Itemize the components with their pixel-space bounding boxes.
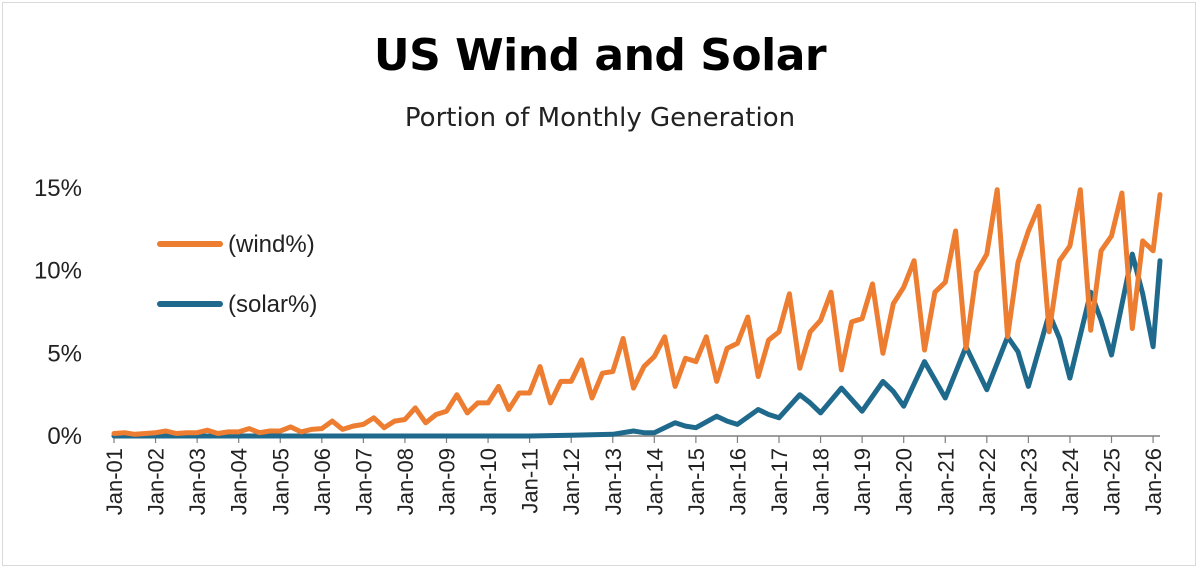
- x-tick-label: Jan-08: [393, 448, 418, 515]
- series-lines: [111, 187, 1163, 439]
- x-tick-label: Jan-03: [185, 448, 210, 515]
- x-tick-label: Jan-13: [601, 448, 626, 515]
- x-tick-label: Jan-22: [975, 448, 1000, 515]
- y-tick-label: 10%: [34, 258, 82, 285]
- x-tick-label: Jan-06: [310, 448, 335, 515]
- x-tick-label: Jan-02: [144, 448, 169, 515]
- x-tick-label: Jan-18: [809, 448, 834, 515]
- axes: 0% 5% 10% 15% Jan-01 Jan-02 Jan-03 Jan-04 Jan-05…: [34, 175, 1166, 515]
- x-tick-label: Jan-09: [435, 448, 460, 515]
- x-tick-label: Jan-10: [476, 448, 501, 515]
- y-tick-label: 15%: [34, 175, 82, 202]
- x-tick-label: Jan-24: [1058, 448, 1083, 515]
- x-tick-label: Jan-04: [227, 448, 252, 515]
- x-tick-label: Jan-07: [351, 448, 376, 515]
- x-tick-label: Jan-16: [725, 448, 750, 515]
- x-tick-label: Jan-17: [767, 448, 792, 515]
- legend-label: (solar%): [228, 291, 317, 318]
- series-line-wind: [111, 187, 1163, 437]
- x-tick-label: Jan-20: [892, 448, 917, 515]
- x-tick-label: Jan-19: [850, 448, 875, 515]
- x-tick-label: Jan-23: [1016, 448, 1041, 515]
- y-tick-label: 5%: [47, 340, 82, 367]
- chart-title: US Wind and Solar: [373, 30, 827, 81]
- x-tick-label: Jan-26: [1141, 448, 1166, 515]
- x-tick-label: Jan-14: [642, 448, 667, 515]
- x-tick-label: Jan-11: [518, 448, 543, 514]
- legend: (wind%) (solar%): [157, 231, 317, 318]
- x-tick-label: Jan-01: [102, 448, 127, 515]
- legend-label: (wind%): [228, 231, 315, 258]
- x-tick-label: Jan-21: [933, 448, 958, 515]
- chart-subtitle: Portion of Monthly Generation: [404, 103, 796, 133]
- x-tick-label: Jan-25: [1100, 448, 1125, 515]
- y-tick-label: 0%: [47, 423, 82, 450]
- x-tick-label: Jan-05: [268, 448, 293, 515]
- x-tick-label: Jan-12: [559, 448, 584, 515]
- x-tick-label: Jan-15: [684, 448, 709, 515]
